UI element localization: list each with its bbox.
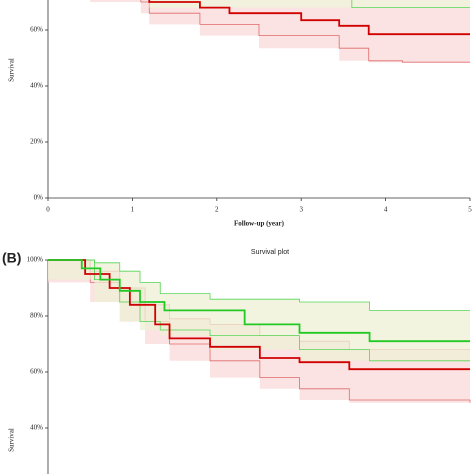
survival-curve xyxy=(148,0,470,36)
y-tick-label: 40% xyxy=(30,82,43,90)
y-tick-label: 80% xyxy=(30,312,43,320)
x-tick-label: 2 xyxy=(215,206,219,214)
ci-band xyxy=(149,0,470,8)
survival-curve xyxy=(48,259,470,371)
x-tick-label: 5 xyxy=(468,206,472,214)
x-tick-label: 0 xyxy=(46,206,50,214)
ci-lower xyxy=(140,0,470,63)
y-tick-label: 60% xyxy=(30,368,43,376)
x-tick-label: 1 xyxy=(131,206,135,214)
survival-curve xyxy=(48,259,470,343)
plot-area xyxy=(90,0,470,63)
plot-area xyxy=(48,259,471,403)
ci-band xyxy=(90,0,470,63)
y-tick-label: 40% xyxy=(30,424,43,432)
chart-title: Survival plot xyxy=(251,249,289,256)
y-tick-label: 20% xyxy=(30,138,43,146)
y-axis-label: Survival xyxy=(8,58,16,82)
ci-band xyxy=(48,260,470,361)
y-tick-label: 0% xyxy=(34,194,44,202)
x-tick-label: 3 xyxy=(299,206,303,214)
y-tick-label: 100% xyxy=(27,256,44,264)
ci-lower xyxy=(351,0,470,8)
y-axis-label: Survival xyxy=(8,428,16,452)
x-tick-label: 4 xyxy=(384,206,388,214)
x-axis-label: Follow-up (year) xyxy=(234,220,285,228)
panel-label: (B) xyxy=(2,250,21,266)
ci-upper xyxy=(48,259,470,311)
y-tick-label: 60% xyxy=(30,26,43,34)
